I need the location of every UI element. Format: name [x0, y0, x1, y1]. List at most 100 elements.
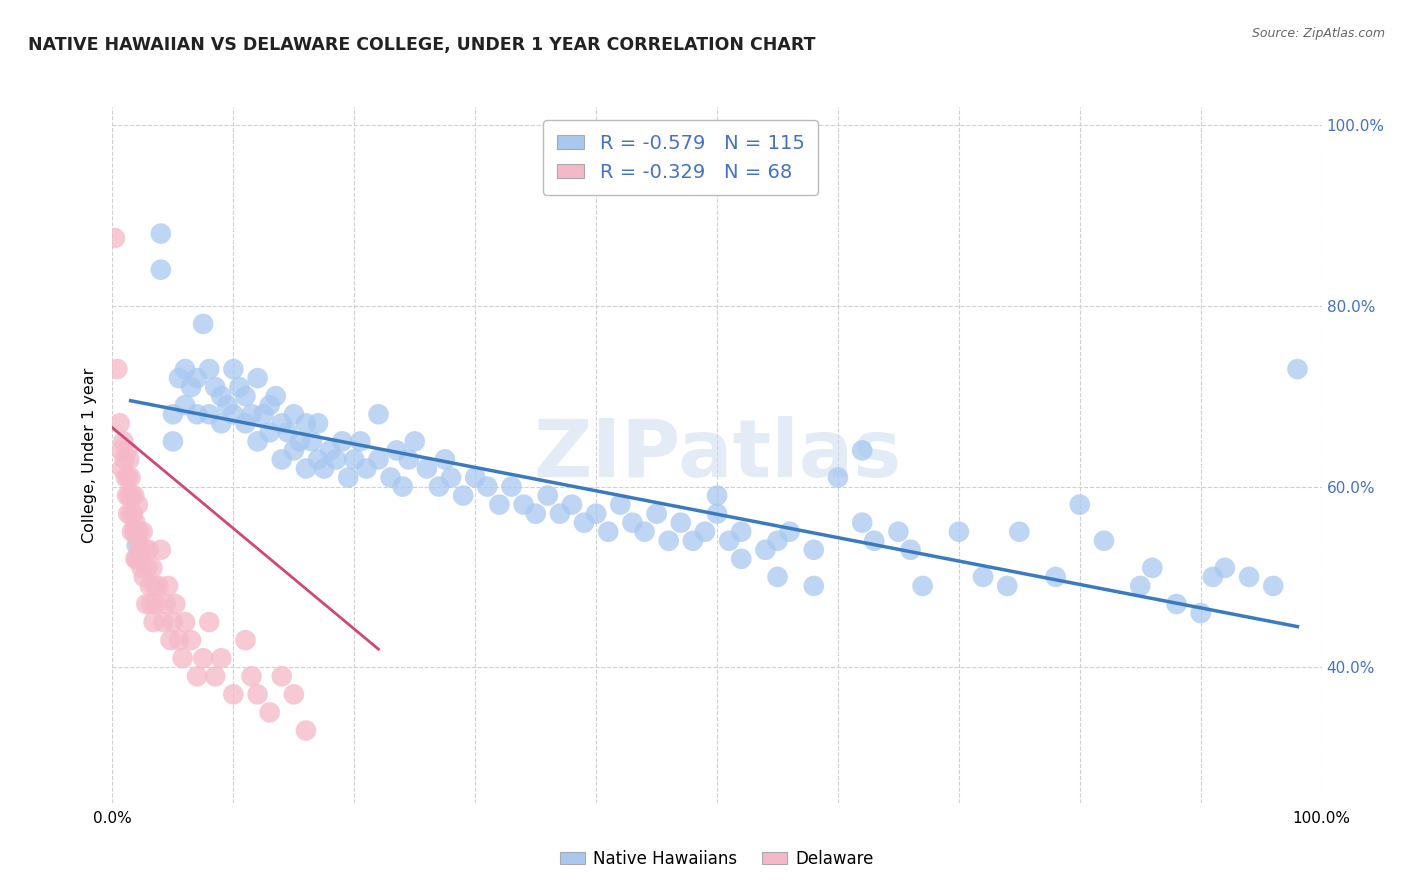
Point [863, 533, 886, 548]
Point [149, 542, 172, 557]
Point [585, 507, 607, 521]
Point [209, 417, 232, 431]
Point [512, 498, 534, 512]
Point [803, 542, 825, 557]
Point [138, 542, 160, 557]
Point [307, 452, 329, 467]
Point [174, 615, 197, 629]
Point [307, 417, 329, 431]
Point [117, 470, 139, 484]
Point [128, 551, 150, 566]
Text: Source: ZipAtlas.com: Source: ZipAtlas.com [1251, 27, 1385, 40]
Point [851, 443, 873, 458]
Point [524, 507, 547, 521]
Point [948, 524, 970, 539]
Point [706, 507, 728, 521]
Point [110, 443, 132, 458]
Point [658, 533, 681, 548]
Point [235, 633, 257, 648]
Point [803, 579, 825, 593]
Point [217, 398, 239, 412]
Point [124, 516, 146, 530]
Point [633, 524, 655, 539]
Point [343, 452, 366, 467]
Point [1045, 570, 1067, 584]
Point [283, 443, 305, 458]
Point [319, 443, 342, 458]
Point [136, 561, 159, 575]
Point [440, 470, 463, 484]
Point [367, 452, 389, 467]
Point [312, 461, 335, 475]
Point [128, 524, 150, 539]
Point [349, 434, 371, 449]
Point [404, 434, 426, 449]
Point [598, 524, 620, 539]
Point [434, 452, 457, 467]
Point [548, 507, 571, 521]
Point [186, 407, 208, 421]
Point [270, 669, 292, 683]
Point [198, 362, 221, 376]
Point [139, 579, 162, 593]
Point [108, 417, 131, 431]
Point [259, 398, 281, 412]
Point [240, 407, 263, 421]
Point [120, 470, 142, 484]
Point [235, 389, 257, 403]
Point [537, 489, 560, 503]
Point [501, 479, 523, 493]
Point [117, 507, 139, 521]
Point [143, 579, 166, 593]
Point [385, 443, 408, 458]
Point [1069, 498, 1091, 512]
Point [148, 579, 170, 593]
Point [235, 417, 257, 431]
Legend: Native Hawaiians, Delaware: Native Hawaiians, Delaware [554, 843, 880, 874]
Point [391, 479, 413, 493]
Point [253, 407, 276, 421]
Point [900, 542, 922, 557]
Point [125, 538, 148, 552]
Point [180, 633, 202, 648]
Point [186, 669, 208, 683]
Point [111, 461, 134, 475]
Point [283, 407, 305, 421]
Point [645, 507, 668, 521]
Point [209, 651, 232, 665]
Point [120, 507, 142, 521]
Point [159, 633, 181, 648]
Point [131, 561, 153, 575]
Point [380, 470, 402, 484]
Point [259, 706, 281, 720]
Point [1129, 579, 1152, 593]
Point [104, 231, 127, 245]
Point [609, 498, 631, 512]
Point [204, 380, 226, 394]
Point [295, 461, 318, 475]
Point [198, 615, 221, 629]
Point [127, 533, 149, 548]
Point [135, 597, 157, 611]
Point [1092, 533, 1115, 548]
Point [114, 470, 136, 484]
Point [1142, 561, 1164, 575]
Point [270, 452, 292, 467]
Point [766, 570, 789, 584]
Point [706, 489, 728, 503]
Point [1189, 606, 1212, 620]
Point [174, 398, 197, 412]
Point [416, 461, 439, 475]
Point [122, 489, 145, 503]
Point [669, 516, 692, 530]
Point [682, 533, 704, 548]
Point [228, 380, 250, 394]
Point [112, 434, 135, 449]
Point [222, 687, 245, 701]
Point [165, 597, 187, 611]
Point [367, 407, 389, 421]
Point [152, 615, 174, 629]
Point [121, 489, 143, 503]
Point [766, 533, 789, 548]
Point [561, 498, 583, 512]
